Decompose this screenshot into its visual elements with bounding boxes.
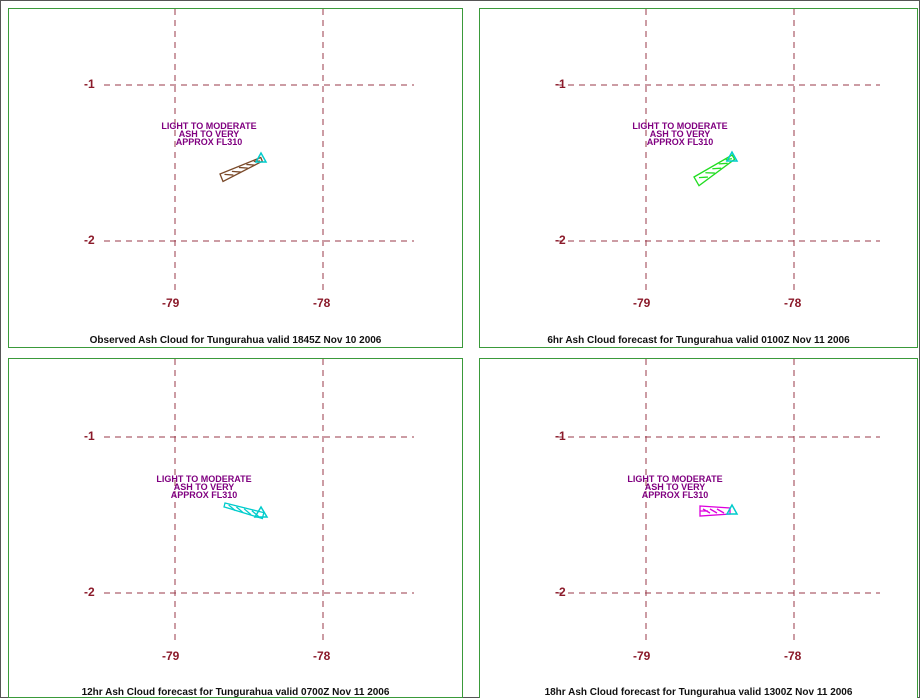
panel-caption: 6hr Ash Cloud forecast for Tungurahua va… — [547, 335, 850, 346]
map-panel-18hr: -1 -2 -79 -78 LIGHT TO MODERATE ASH TO V… — [479, 358, 918, 698]
lat-label-1: -1 — [84, 77, 95, 91]
ash-advisory-text: LIGHT TO MODERATE ASH TO VERY APPROX FL3… — [610, 121, 750, 147]
ash-line-3: APPROX FL310 — [170, 490, 238, 500]
map-grid — [104, 359, 414, 644]
ash-cloud-polygon — [699, 505, 731, 517]
ash-cloud-polygon — [223, 502, 265, 520]
lat-label-2: -2 — [84, 585, 95, 599]
volcano-icon — [253, 505, 269, 518]
ash-line-1: LIGHT TO MODERATE — [632, 121, 728, 131]
lon-label-79: -79 — [162, 649, 180, 663]
lat-label-1: -1 — [84, 429, 95, 443]
volcano-icon — [725, 150, 739, 162]
panel-caption: Observed Ash Cloud for Tungurahua valid … — [89, 335, 382, 346]
ash-line-3: APPROX FL310 — [175, 137, 243, 147]
ash-line-3: APPROX FL310 — [641, 490, 709, 500]
map-grid — [557, 359, 880, 644]
ash-line-1: LIGHT TO MODERATE — [627, 474, 723, 484]
map-panel-observed: -1 -2 -79 -78 LIGHT TO MODERATE ASH TO V… — [8, 8, 463, 348]
ash-advisory-text: LIGHT TO MODERATE ASH TO VERY APPROX FL3… — [139, 121, 279, 147]
volcano-icon — [254, 151, 268, 163]
lat-label-1: -1 — [555, 429, 566, 443]
ash-line-1: LIGHT TO MODERATE — [161, 121, 257, 131]
ash-advisory-text: LIGHT TO MODERATE ASH TO VERY APPROX FL3… — [605, 474, 745, 500]
ash-advisory-text: LIGHT TO MODERATE ASH TO VERY APPROX FL3… — [134, 474, 274, 500]
panel-caption: 12hr Ash Cloud forecast for Tungurahua v… — [81, 687, 390, 698]
lat-label-2: -2 — [555, 585, 566, 599]
map-panel-12hr: -1 -2 -79 -78 LIGHT TO MODERATE ASH TO V… — [8, 358, 463, 698]
map-grid — [557, 9, 880, 292]
ash-line-2: ASH TO VERY — [649, 129, 711, 139]
lon-label-79: -79 — [633, 296, 651, 310]
lat-label-2: -2 — [84, 233, 95, 247]
map-panel-6hr: -1 -2 -79 -78 LIGHT TO MODERATE ASH TO V… — [479, 8, 918, 348]
ash-line-2: ASH TO VERY — [173, 482, 235, 492]
lon-label-78: -78 — [313, 649, 331, 663]
lat-label-2: -2 — [555, 233, 566, 247]
ash-cloud-polygon — [219, 156, 264, 183]
lat-label-1: -1 — [555, 77, 566, 91]
lon-label-79: -79 — [633, 649, 651, 663]
panel-caption: 18hr Ash Cloud forecast for Tungurahua v… — [544, 687, 853, 698]
lon-label-78: -78 — [784, 649, 802, 663]
ash-cloud-polygon — [693, 154, 736, 187]
lon-label-78: -78 — [784, 296, 802, 310]
lon-label-78: -78 — [313, 296, 331, 310]
ash-line-2: ASH TO VERY — [178, 129, 240, 139]
ash-line-1: LIGHT TO MODERATE — [156, 474, 252, 484]
volcano-icon — [725, 503, 739, 515]
map-grid — [104, 9, 414, 292]
ash-line-2: ASH TO VERY — [644, 482, 706, 492]
lon-label-79: -79 — [162, 296, 180, 310]
ash-line-3: APPROX FL310 — [646, 137, 714, 147]
